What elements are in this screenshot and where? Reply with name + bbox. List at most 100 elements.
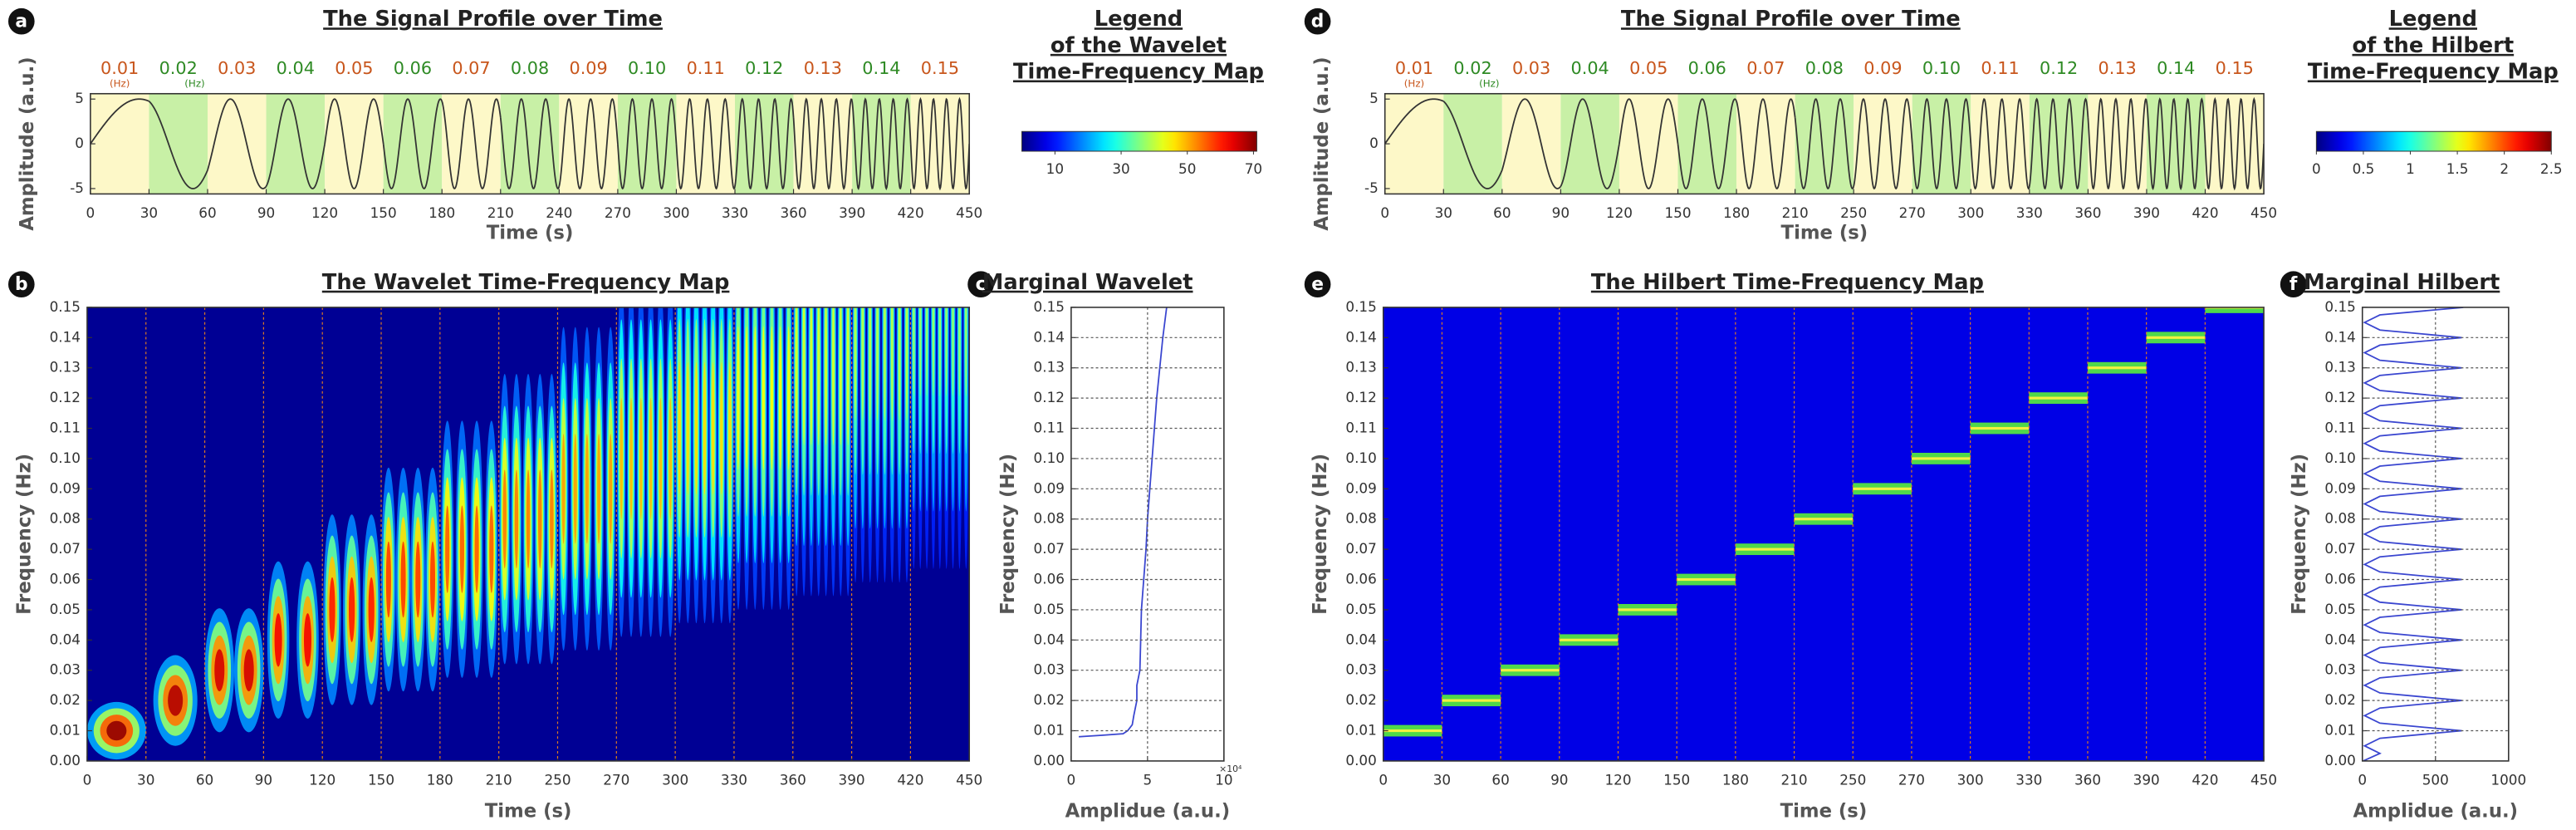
wavelet-energy	[938, 307, 942, 396]
x-tick-label: 30	[137, 772, 154, 788]
y-tick-label: 0.13	[50, 359, 81, 376]
segment-frequency-label: 0.08	[511, 58, 549, 78]
x-tick-label: 450	[2250, 772, 2277, 788]
signal-segment	[1442, 101, 1503, 189]
signal-segment	[1677, 98, 1737, 189]
y-tick-label: 5	[1369, 90, 1379, 106]
wavelet-energy	[737, 326, 740, 470]
y-tick-label: 0.15	[1034, 298, 1065, 315]
segment-frequency-label: 0.10	[628, 58, 666, 78]
panel-title: The Signal Profile over Time	[323, 7, 663, 32]
y-tick-label: 0.01	[2324, 722, 2355, 739]
x-tick-label: 270	[603, 772, 629, 788]
y-tick-label: 0.03	[2324, 661, 2355, 678]
x-tick-label: 300	[1957, 772, 1984, 788]
wavelet-energy	[712, 361, 715, 495]
y-tick-label: 0.14	[50, 328, 81, 345]
x-tick-label: 0	[83, 772, 92, 788]
hilbert-ridge	[2146, 336, 2206, 339]
segment-frequency-label: 0.02	[159, 58, 198, 78]
wavelet-energy	[550, 469, 554, 569]
wavelet-energy	[861, 307, 864, 421]
plot-area	[90, 93, 970, 194]
y-tick-label: 0.10	[1345, 449, 1376, 466]
segment-frequency-label: 0.02	[1453, 58, 1491, 78]
y-tick-label: 0.08	[1034, 510, 1065, 527]
legend-title: Legend	[2389, 7, 2477, 32]
y-tick-label: 0.00	[1345, 752, 1376, 769]
x-tick-label: 360	[780, 772, 806, 788]
y-tick-label: -5	[1364, 179, 1379, 196]
segment-frequency-label: 0.04	[1571, 58, 1609, 78]
x-tick-label: 420	[898, 204, 924, 221]
x-tick-label: 90	[1550, 772, 1568, 788]
x-tick-label: 270	[605, 204, 631, 221]
x-tick-label: 60	[198, 204, 216, 221]
segment-band	[90, 93, 149, 194]
wavelet-energy	[349, 577, 355, 642]
plot-area	[1383, 307, 2265, 761]
wavelet-energy	[762, 326, 765, 470]
segment-frequency-label: 0.03	[1512, 58, 1550, 78]
colorbar-tick-label: 2.5	[2540, 160, 2563, 177]
panel-badge	[7, 7, 35, 35]
y-tick-label: 0.13	[2324, 359, 2355, 376]
y-tick-label: 0.05	[50, 601, 81, 617]
colorbar	[1021, 130, 1257, 152]
panel-label: f	[2290, 274, 2298, 295]
y-tick-label: 0.15	[1345, 298, 1376, 315]
segment-band	[1443, 93, 1502, 194]
x-tick-label: 120	[311, 204, 338, 221]
y-tick-label: 0.01	[1345, 722, 1376, 739]
wavelet-energy	[573, 434, 577, 544]
x-tick-label: 180	[1722, 772, 1749, 788]
segment-band	[1384, 93, 1444, 194]
panel-label: a	[15, 12, 27, 32]
signal-segment	[1619, 98, 1679, 189]
panel-title: The Hilbert Time-Frequency Map	[1591, 270, 1984, 295]
x-tick-label: 0	[1067, 772, 1076, 788]
segment-frequency-label: 0.05	[335, 58, 373, 78]
segment-band	[910, 93, 970, 194]
x-tick-label: 500	[2422, 772, 2449, 788]
segment-frequency-label: 0.06	[394, 58, 432, 78]
signal-segment	[2204, 96, 2265, 191]
x-tick-label: 390	[839, 204, 865, 221]
wavelet-energy	[429, 541, 436, 618]
colorbar-tick-label: 70	[1245, 160, 1262, 177]
y-tick-label: 0.08	[50, 510, 81, 527]
panel-label: e	[1311, 274, 1324, 295]
y-tick-label: 0.05	[1034, 601, 1065, 617]
hilbert-ridge	[1794, 518, 1854, 521]
x-axis-label: Amplidue (a.u.)	[2353, 801, 2519, 823]
plot-area	[1079, 307, 1168, 738]
signal-segment	[2087, 97, 2147, 190]
wavelet-energy	[639, 397, 643, 519]
colorbar-tick-label: 1.5	[2446, 160, 2469, 177]
segment-frequency-label: 0.06	[1688, 58, 1726, 78]
y-axis-label: Amplitude (a.u.)	[17, 56, 38, 230]
wavelet-energy	[770, 326, 773, 470]
signal-segment	[441, 98, 502, 189]
hilbert-ridge	[1442, 699, 1501, 702]
x-tick-label: 330	[722, 204, 748, 221]
hilbert-ridge	[1911, 457, 1971, 460]
hilbert-ridge	[2087, 366, 2147, 370]
x-tick-label: 360	[2074, 204, 2101, 221]
segment-frequency-label: 0.05	[1629, 58, 1668, 78]
y-tick-label: 0.00	[1034, 752, 1065, 769]
wavelet-energy	[945, 307, 948, 396]
y-tick-label: 0.09	[1345, 479, 1376, 496]
segment-frequency-label: 0.01	[1395, 58, 1433, 78]
segment-frequency-label: 0.11	[1981, 58, 2019, 78]
panel-badge	[967, 271, 994, 298]
signal-segment	[558, 98, 619, 190]
x-tick-label: 300	[663, 204, 689, 221]
hilbert-ridge	[1970, 426, 2030, 430]
x-tick-label: 5	[1144, 772, 1153, 788]
wavelet-energy	[958, 307, 961, 396]
x-tick-label: 240	[546, 204, 572, 221]
y-tick-label: -5	[70, 179, 84, 196]
y-tick-label: 0	[1369, 135, 1379, 151]
